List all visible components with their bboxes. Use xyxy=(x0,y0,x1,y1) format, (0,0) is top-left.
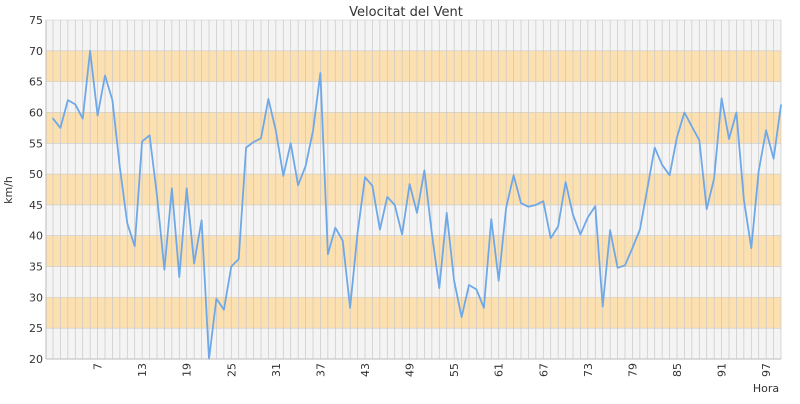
series-line xyxy=(52,49,782,360)
x-tick-label: 43 xyxy=(359,363,372,377)
band-65-70 xyxy=(46,50,781,82)
y-tick-label: 30 xyxy=(29,291,43,304)
y-tick-label: 25 xyxy=(29,322,43,335)
axis-layer: 20 25 30 35 40 45 50 55 60 65 70 75 7 13 19 25 31 37 43 49 5… xyxy=(29,14,781,377)
x-tick-label: 37 xyxy=(314,363,327,377)
chart-title: Velocitat del Vent xyxy=(349,5,463,20)
x-tick-label: 49 xyxy=(404,363,417,377)
y-tick-label: 55 xyxy=(29,137,43,150)
horizontal-grid xyxy=(46,19,781,360)
y-tick-label: 45 xyxy=(29,199,43,212)
x-tick-label: 85 xyxy=(671,363,684,377)
x-tick-label: 91 xyxy=(716,363,729,377)
vertical-grid xyxy=(52,20,782,359)
y-tick-label: 35 xyxy=(29,261,43,274)
y-tick-label: 60 xyxy=(29,106,43,119)
y-axis-label: km/h xyxy=(2,176,15,204)
x-tick-label: 7 xyxy=(92,363,105,370)
x-tick-label: 19 xyxy=(181,363,194,377)
band-55-60 xyxy=(46,112,781,144)
series-layer xyxy=(52,49,782,360)
y-tick-label: 50 xyxy=(29,168,43,181)
y-tick-label: 65 xyxy=(29,76,43,89)
x-tick-label: 61 xyxy=(493,363,506,377)
x-tick-label: 25 xyxy=(225,363,238,377)
y-tick-label: 20 xyxy=(29,353,43,366)
x-tick-label: 97 xyxy=(760,363,773,377)
band-25-30 xyxy=(46,297,781,329)
x-tick-label: 73 xyxy=(582,363,595,377)
x-tick-label: 55 xyxy=(448,363,461,377)
x-axis-label: Hora xyxy=(753,382,779,395)
x-tick-label: 31 xyxy=(270,363,283,377)
y-tick-label: 70 xyxy=(29,45,43,58)
y-tick-label: 40 xyxy=(29,230,43,243)
x-tick-label: 67 xyxy=(537,363,550,377)
band-35-40 xyxy=(46,235,781,267)
y-tick-label: 75 xyxy=(29,14,43,27)
x-tick-label: 13 xyxy=(136,363,149,377)
x-tick-label: 79 xyxy=(626,363,639,377)
